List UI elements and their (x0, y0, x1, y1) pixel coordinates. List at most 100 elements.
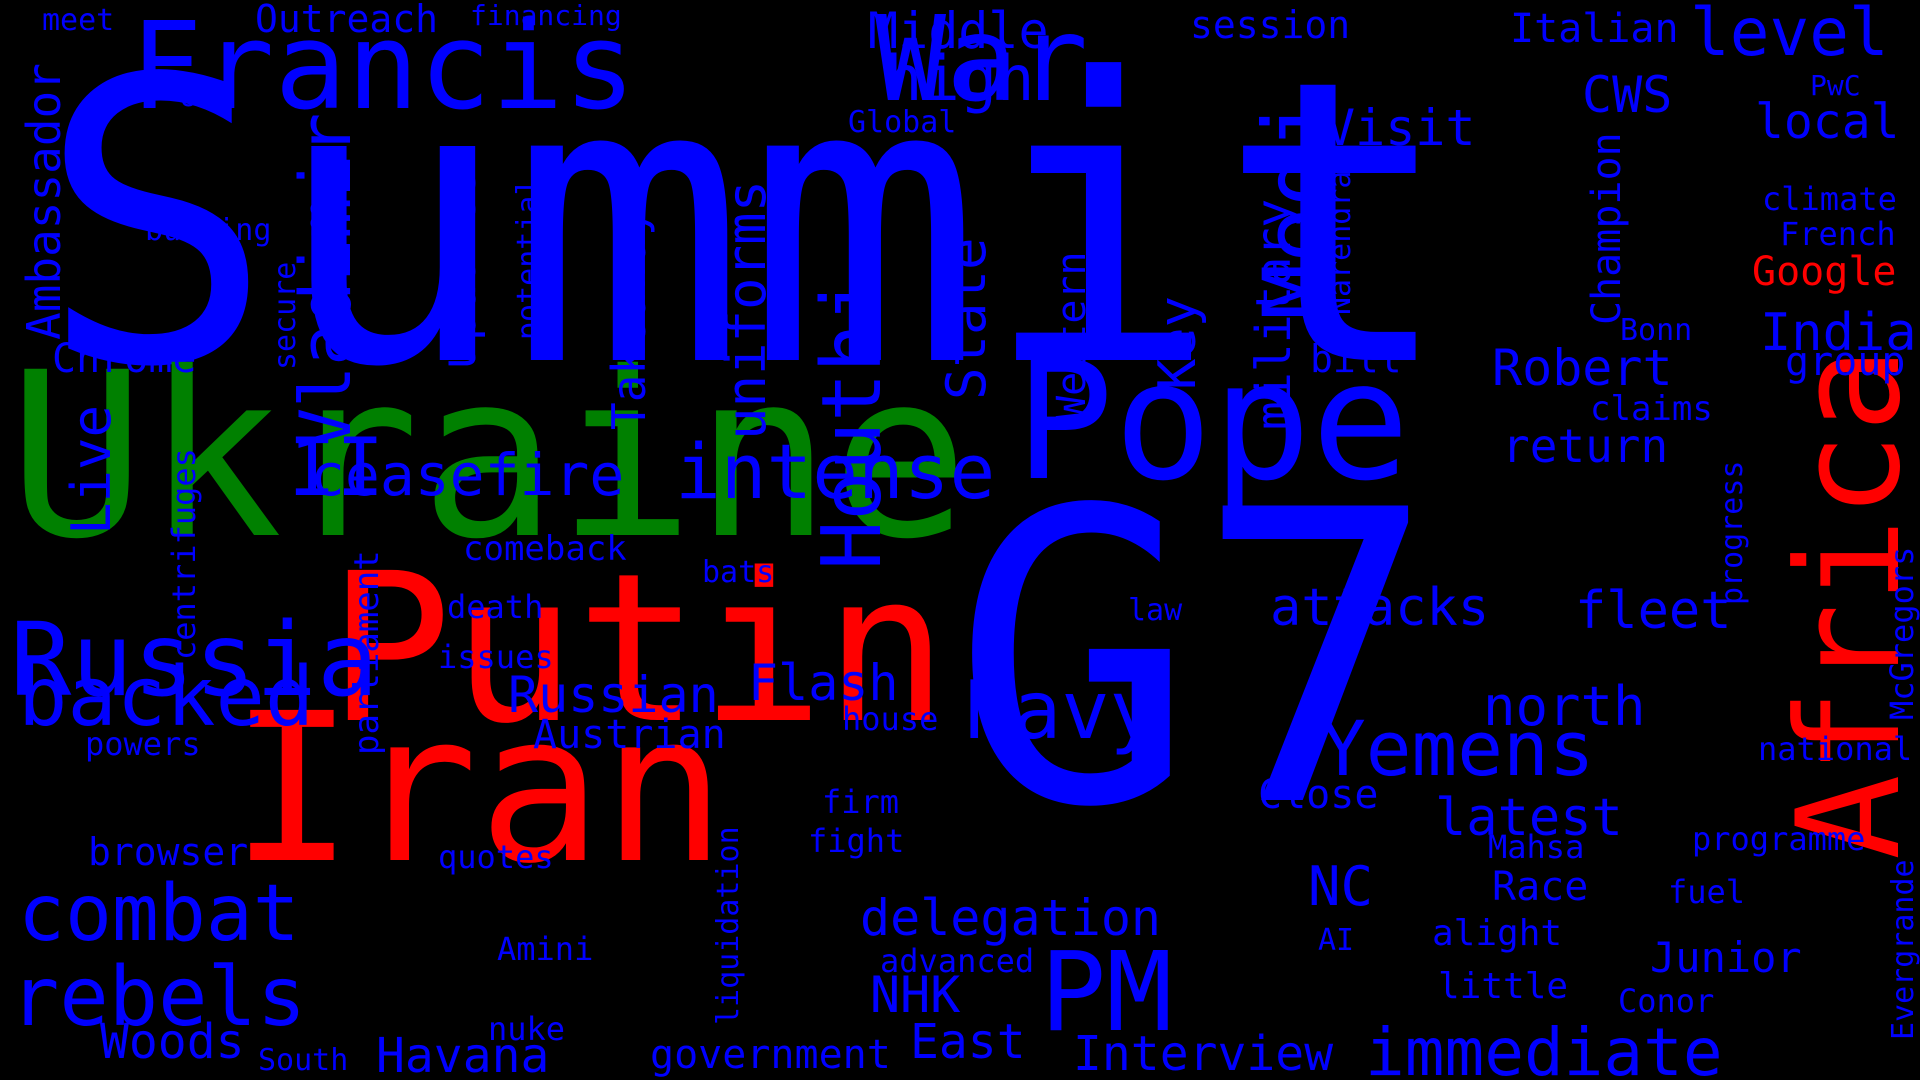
word-backed: backed (18, 650, 314, 745)
word-ii: II (288, 421, 384, 514)
word-amini: Amini (497, 930, 593, 968)
word-claims: claims (1590, 389, 1713, 429)
word-south: South (258, 1043, 348, 1078)
word-austrian: Austrian (533, 712, 726, 758)
word-house: house (842, 700, 938, 738)
word-outreach: Outreach (255, 0, 438, 41)
word-middle: Middle (868, 2, 1049, 60)
word-summit: Summit (38, 0, 1454, 453)
word-issues: issues (438, 638, 554, 676)
word-war: War (875, 0, 1088, 128)
word-uniforms: uniforms (715, 180, 778, 440)
word-pm: PM (1040, 928, 1172, 1056)
word-india: India (1760, 303, 1917, 363)
word-ambassador: Ambassador (17, 63, 71, 340)
word-national: national (1758, 730, 1912, 768)
word-pwc: PwC (1810, 69, 1861, 102)
word-modi: Modi (1244, 94, 1353, 320)
word-high: high (885, 42, 1034, 115)
word-group: group (1785, 339, 1905, 385)
word-delegation: delegation (860, 889, 1161, 947)
word-houthi: Houthi (805, 274, 900, 570)
word-bats: bats (702, 555, 774, 590)
word-ukraine: Ukraine (8, 323, 969, 589)
word-cws: CWS (1582, 66, 1672, 124)
word-russian: Russian (508, 666, 719, 724)
word-live: Live (60, 405, 123, 535)
word-bill: bill (1310, 337, 1402, 381)
word-session: session (1190, 3, 1350, 47)
word-ufc: UFC (180, 80, 231, 113)
word-attacks: attacks (1270, 578, 1489, 638)
word-fight: fight (808, 822, 904, 860)
word-liquidation: liquidation (711, 826, 746, 1025)
word-potential: potential (511, 177, 546, 340)
word-local: local (1755, 94, 1900, 150)
word-africa: Africa (1767, 347, 1920, 860)
word-key: Key (1148, 296, 1208, 390)
word-champion: Champion (1584, 132, 1630, 325)
word-firm: firm (822, 783, 899, 821)
word-narendra: Narendra (1323, 171, 1358, 316)
word-google: Google (1752, 249, 1897, 295)
word-francis: Francis (130, 0, 636, 137)
word-conor: Conor (1618, 982, 1714, 1020)
word-race: Race (1492, 864, 1588, 910)
word-secure: secure (268, 262, 303, 370)
word-fuel: fuel (1668, 873, 1745, 911)
word-putin: Putin (328, 529, 948, 769)
word-nuke: nuke (488, 1010, 565, 1048)
word-programme: programme (1692, 820, 1865, 858)
word-nc: NC (1308, 855, 1373, 918)
word-robert: Robert (1492, 339, 1673, 397)
word-government: government (650, 1032, 891, 1078)
word-military: military (1246, 199, 1302, 430)
word-navy: Navy (965, 664, 1158, 757)
word-immediate: immediate (1365, 1014, 1723, 1080)
word-combat: combat (18, 869, 300, 959)
word-intense: intense (675, 427, 995, 516)
word-latest: latest (1435, 788, 1623, 848)
word-state: State (935, 237, 998, 400)
word-junior: Junior (1650, 933, 1802, 982)
word-bonn: Bonn (1620, 313, 1692, 348)
word-yemens: Yemens (1320, 704, 1595, 793)
word-italian: Italian (1510, 6, 1679, 52)
word-iran: Iran (230, 669, 726, 909)
word-evergrande: Evergrande (1886, 859, 1920, 1040)
word-visit: Visit (1325, 99, 1476, 157)
word-death: death (447, 588, 543, 626)
word-burning: burning (145, 213, 271, 248)
word-progress: progress (1715, 461, 1750, 606)
word-alight: alight (1432, 913, 1562, 954)
word-comeback: comeback (463, 529, 627, 569)
word-mahsa: Mahsa (1488, 828, 1584, 866)
word-nhk: NHK (870, 966, 960, 1024)
word-little: little (1438, 966, 1568, 1007)
word-flash: Flash (748, 654, 899, 712)
word-quotes: quotes (438, 838, 554, 876)
word-updates: updates (431, 168, 487, 370)
word-east: East (910, 1014, 1026, 1070)
word-fleet: fleet (1575, 581, 1732, 641)
word-woods: Woods (100, 1014, 245, 1070)
word-rebels: rebels (10, 950, 306, 1045)
word-g7: G7 (952, 426, 1438, 896)
word-takeaways: Takeaways (602, 181, 656, 430)
word-ai: AI (1318, 923, 1354, 958)
word-centrifuges: centrifuges (165, 448, 203, 660)
word-financing: financing (470, 0, 622, 32)
word-north: north (1483, 675, 1646, 738)
word-western: Western (1049, 251, 1095, 420)
word-pope: Pope (1015, 326, 1410, 517)
word-ceasefire: ceasefire (310, 441, 624, 509)
word-meet: meet (42, 3, 114, 38)
word-advanced: advanced (880, 942, 1034, 980)
word-return: return (1502, 419, 1668, 473)
word-interview: Interview (1073, 1026, 1333, 1080)
word-french: French (1780, 215, 1896, 253)
word-powers: powers (85, 725, 201, 763)
word-browser: browser (88, 830, 248, 874)
